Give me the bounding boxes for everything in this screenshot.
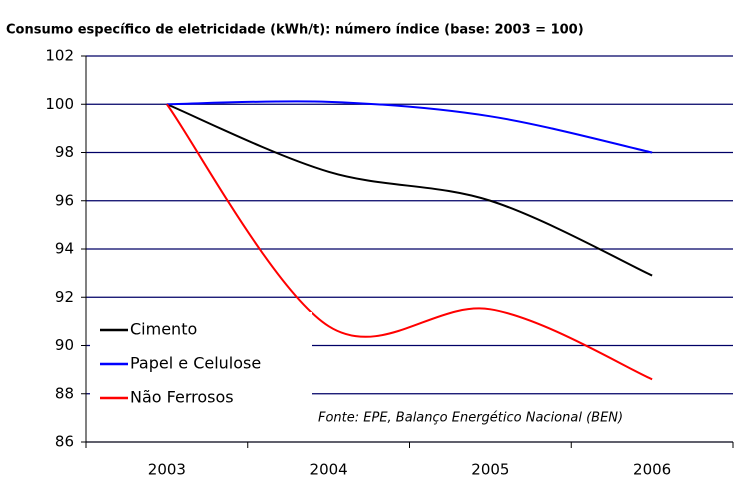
legend-box — [90, 312, 312, 410]
annotation-box — [312, 398, 718, 436]
y-tick-label: 90 — [55, 336, 74, 354]
series-line — [166, 100, 653, 154]
series-line — [166, 103, 653, 277]
y-tick-label: 88 — [55, 384, 74, 402]
legend-label: Cimento — [130, 320, 197, 339]
x-tick-label: 2005 — [471, 461, 509, 479]
series-line — [166, 103, 653, 381]
y-tick-label: 86 — [55, 433, 74, 451]
legend-label: Papel e Celulose — [130, 354, 261, 373]
y-tick-label: 92 — [55, 288, 74, 306]
y-tick-label: 102 — [45, 47, 74, 65]
y-tick-label: 96 — [55, 191, 74, 209]
chart-title: Consumo específico de eletricidade (kWh/… — [6, 23, 584, 38]
y-tick-label: 100 — [45, 95, 74, 113]
y-tick-label: 94 — [55, 240, 74, 258]
x-tick-label: 2003 — [148, 461, 186, 479]
legend-label: Não Ferrosos — [130, 388, 234, 407]
annotation: Fonte: EPE, Balanço Energético Nacional … — [318, 411, 623, 426]
x-tick-label: 2004 — [310, 461, 348, 479]
y-tick-label: 98 — [55, 143, 74, 161]
x-tick-label: 2006 — [633, 461, 671, 479]
